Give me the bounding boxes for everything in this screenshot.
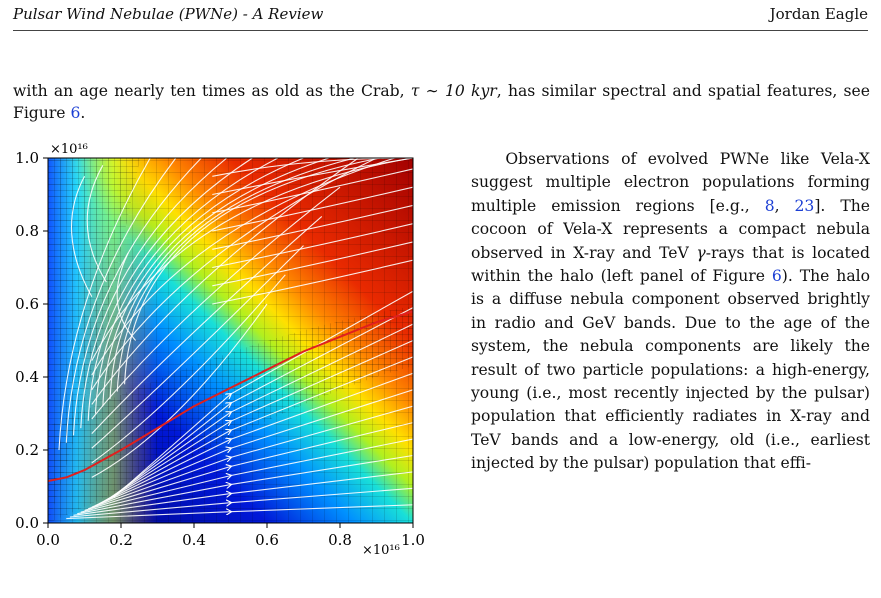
streamline bbox=[73, 471, 413, 516]
x-tick-label: 1.0 bbox=[401, 531, 425, 549]
x-tick-label: 0.0 bbox=[36, 531, 60, 549]
streamline bbox=[72, 158, 202, 436]
body-text-4: ). The halo is a diffuse nebula componen… bbox=[471, 267, 870, 473]
streamline bbox=[65, 158, 177, 443]
streamline bbox=[212, 158, 413, 196]
streamline bbox=[66, 504, 413, 520]
streamline bbox=[212, 223, 413, 269]
simulation-figure: 0.0 0.2 0.4 0.6 0.8 1.0 0.0 0.2 0.4 0.6 0.8 1.0 ×10… bbox=[15, 142, 425, 558]
contact-discontinuity-line bbox=[48, 310, 413, 482]
body-text-2: ]. The cocoon of Vela-X represents a com… bbox=[471, 196, 870, 262]
streamline bbox=[102, 158, 304, 407]
intro-text-1: with an age nearly ten times as old as t… bbox=[13, 82, 411, 100]
streamline bbox=[91, 158, 377, 391]
x-multiplier: ×10¹⁶ bbox=[362, 543, 400, 558]
streamline bbox=[91, 303, 268, 478]
intro-text-2: , has similar spectral and spatial featu… bbox=[13, 82, 870, 122]
ref-23-link[interactable]: 23 bbox=[794, 196, 815, 215]
ref-8-link[interactable]: 8 bbox=[764, 196, 775, 215]
streamline bbox=[98, 356, 413, 505]
streamline bbox=[91, 274, 286, 464]
body-paragraph: Observations of evolved PWNe like Vela-X… bbox=[471, 148, 870, 476]
x-tick-label: 0.8 bbox=[328, 531, 352, 549]
streamline bbox=[58, 158, 151, 451]
streamline bbox=[86, 165, 107, 283]
body-text-3: -rays that is located within the halo (l… bbox=[471, 243, 870, 286]
streamline bbox=[106, 323, 413, 502]
streamline bbox=[95, 372, 413, 506]
streamline bbox=[102, 339, 413, 503]
streamline bbox=[109, 307, 413, 500]
gamma-symbol: γ bbox=[696, 243, 706, 262]
streamline bbox=[69, 487, 413, 518]
y-multiplier: ×10¹⁶ bbox=[50, 142, 88, 157]
streamlines bbox=[58, 158, 413, 520]
intro-tau: τ ∼ 10 kyr bbox=[410, 82, 497, 100]
y-tick-label: 0.8 bbox=[15, 222, 39, 240]
streamline bbox=[80, 438, 413, 513]
streamline bbox=[94, 158, 279, 414]
streamline bbox=[116, 252, 137, 341]
streamline bbox=[124, 158, 381, 385]
figure-6-link[interactable]: 6 bbox=[70, 104, 81, 122]
y-tick-label: 1.0 bbox=[15, 149, 39, 167]
plot-frame bbox=[47, 157, 414, 524]
streamline bbox=[88, 405, 413, 510]
streamline bbox=[77, 454, 413, 515]
streamline bbox=[91, 158, 413, 361]
x-tick-label: 0.2 bbox=[109, 531, 133, 549]
y-tick-label: 0.2 bbox=[15, 441, 39, 459]
y-tick-label: 0.4 bbox=[15, 368, 39, 386]
streamline bbox=[212, 168, 413, 214]
plot-content bbox=[48, 158, 413, 523]
streamline bbox=[212, 204, 413, 250]
intro-text-3: . bbox=[80, 104, 86, 122]
streamline bbox=[91, 215, 323, 434]
streamline bbox=[80, 158, 228, 429]
streamline bbox=[91, 245, 304, 449]
streamline bbox=[87, 158, 253, 421]
streamline bbox=[91, 158, 395, 376]
intro-paragraph: with an age nearly ten times as old as t… bbox=[13, 80, 870, 124]
streamline bbox=[84, 422, 413, 511]
header-rule bbox=[13, 30, 868, 31]
axes: 0.0 0.2 0.4 0.6 0.8 1.0 0.0 0.2 0.4 0.6 0.8 1.0 bbox=[15, 149, 425, 549]
mesh-fine-left bbox=[48, 158, 140, 523]
streamline bbox=[91, 186, 341, 420]
y-tick-label: 0.6 bbox=[15, 295, 39, 313]
streamline bbox=[212, 259, 413, 305]
streamline bbox=[91, 389, 413, 508]
y-tick-label: 0.0 bbox=[15, 514, 39, 532]
x-tick-label: 0.6 bbox=[255, 531, 279, 549]
streamline bbox=[212, 241, 413, 287]
streamline bbox=[71, 176, 93, 297]
figure-6-link-body[interactable]: 6 bbox=[771, 267, 782, 286]
x-tick-label: 0.4 bbox=[182, 531, 206, 549]
streamline bbox=[113, 290, 413, 498]
body-text-1: Observations of evolved PWNe like Vela-X… bbox=[471, 150, 870, 215]
streamline bbox=[212, 186, 413, 232]
running-header-author: Jordan Eagle bbox=[769, 5, 868, 23]
running-header-title: Pulsar Wind Nebulae (PWNe) - A Review bbox=[13, 5, 324, 23]
streamline bbox=[116, 158, 355, 392]
body-sep: , bbox=[774, 196, 795, 215]
